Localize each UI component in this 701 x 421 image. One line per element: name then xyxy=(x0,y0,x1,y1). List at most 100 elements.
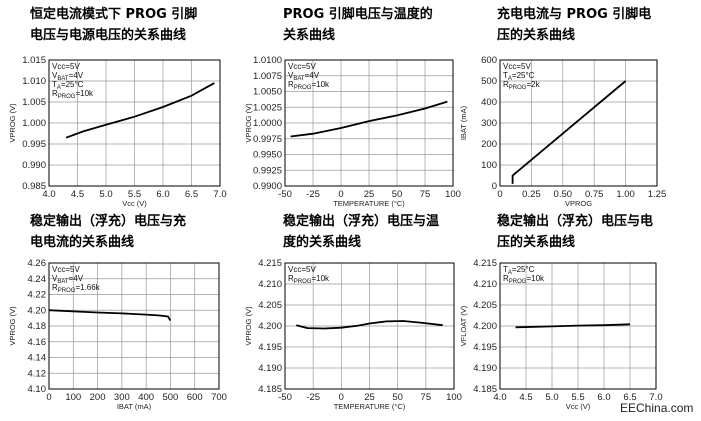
chart-5-x-label: TEMPERATURE (°C) xyxy=(334,402,406,411)
chart-5-x-tick: 75 xyxy=(421,392,432,403)
chart-4-x-tick: 700 xyxy=(211,392,227,403)
chart-6-series-line xyxy=(515,323,631,329)
chart-5-y-label: VPROG (V) xyxy=(244,306,253,346)
chart-2-x-tick: -50 xyxy=(278,189,292,200)
chart-5-x-tick: -25 xyxy=(306,392,320,403)
chart-6-y-tick: 4.205 xyxy=(473,300,497,311)
chart-4-x-label: IBAT (mA) xyxy=(117,402,152,411)
chart-2-frame xyxy=(284,59,454,187)
chart-6-x-tick: 6.5 xyxy=(623,392,636,403)
chart-5: -50 -25 0 25 50 75 100 4.185 4.190 4.195 4.200 4.20… xyxy=(244,258,462,411)
chart-4-x-tick: 500 xyxy=(162,392,178,403)
chart-6-annotation: TA=25°C xyxy=(503,265,535,276)
chart-2-y-tick: 1.0075 xyxy=(253,71,282,82)
caption-6-line-1: 稳定输出（浮充）电压与电 xyxy=(497,214,654,229)
caption-6: 稳定输出（浮充）电压与电 压的关系曲线 xyxy=(497,211,653,253)
chart-4-y-label: VPROG (V) xyxy=(8,306,17,346)
chart-6-x-label: Vcc (V) xyxy=(566,402,591,411)
chart-3-annotation: RPROG=2k xyxy=(503,80,541,91)
chart-4-y-tick: 4.20 xyxy=(28,305,47,316)
chart-4-x-tick: 300 xyxy=(114,392,130,403)
chart-4-x-tick: 400 xyxy=(138,392,154,403)
chart-2-x-tick: 50 xyxy=(392,189,403,200)
chart-1-annotation: RPROG=10k xyxy=(52,89,94,100)
chart-5-y-tick: 4.215 xyxy=(258,258,282,269)
chart-4: 0 100 200 300 400 500 600 700 4.10 4.12 4.14 4.16 4.… xyxy=(8,258,227,411)
chart-2-series-line xyxy=(290,100,448,138)
chart-1-annotation: Vcc=5V xyxy=(52,62,80,71)
chart-2-y-tick: 0.9925 xyxy=(253,165,282,176)
caption-1-line-1: 恒定电流模式下 PROG 引脚 xyxy=(30,7,198,22)
chart-3-y-tick: 100 xyxy=(481,160,497,171)
chart-3-x-tick: 0.25 xyxy=(522,189,541,200)
chart-1-x-tick: 4.0 xyxy=(42,189,55,200)
chart-1-annotation: VBAT=4V xyxy=(52,71,84,82)
caption-1-line-2: 电压与电源电压的关系曲线 xyxy=(30,28,187,43)
chart-2-x-tick: 0 xyxy=(338,189,343,200)
caption-4-line-1: 稳定输出（浮充）电压与充 xyxy=(30,214,187,229)
chart-2-y-tick: 1.0050 xyxy=(253,87,282,98)
chart-2-y-tick: 0.9950 xyxy=(253,150,282,161)
chart-5-x-tick: 25 xyxy=(364,392,375,403)
chart-4-annotation: RPROG=1.66k xyxy=(52,283,101,294)
chart-1-y-tick: 0.990 xyxy=(22,160,46,171)
chart-2-y-label: VPROG (V) xyxy=(244,103,253,143)
chart-5-y-tick: 4.200 xyxy=(258,321,282,332)
chart-6-y-label: VFLOAT (V) xyxy=(459,305,468,346)
caption-3-line-1: 充电电流与 PROG 引脚电 xyxy=(497,7,652,22)
chart-2-annotation: VBAT=4V xyxy=(288,71,320,82)
chart-3-series-line xyxy=(511,80,627,184)
chart-6-x-tick: 7.0 xyxy=(649,392,662,403)
chart-6-annotation: RPROG=10k xyxy=(503,274,545,285)
chart-6-y-tick: 4.190 xyxy=(473,363,497,374)
chart-5-y-tick: 4.195 xyxy=(258,342,282,353)
chart-5-y-tick: 4.210 xyxy=(258,279,282,290)
chart-2-y-tick: 0.9900 xyxy=(253,181,282,192)
chart-5-series-line xyxy=(296,320,443,330)
chart-2-x-label: TEMPERATURE (°C) xyxy=(333,199,405,208)
chart-3-y-tick: 600 xyxy=(481,55,497,66)
chart-4-y-tick: 4.14 xyxy=(28,353,47,364)
chart-5-annotation: RPROG=10k xyxy=(288,274,330,285)
chart-4-annotation: VBAT=4V xyxy=(52,274,84,285)
caption-3-line-2: 压的关系曲线 xyxy=(497,28,576,43)
caption-4-line-2: 电电流的关系曲线 xyxy=(30,235,135,250)
caption-5: 稳定输出（浮充）电压与温 度的关系曲线 xyxy=(283,211,439,253)
chart-6: 4.0 4.5 5.0 5.5 6.0 6.5 7.0 4.185 4.190 4.195 4.20… xyxy=(459,258,663,411)
chart-3-annotation: TA=25°C xyxy=(503,71,535,82)
chart-4-y-tick: 4.16 xyxy=(28,337,47,348)
chart-3-x-tick: 0.75 xyxy=(585,189,604,200)
chart-4-annotation: Vcc=5V xyxy=(52,265,80,274)
caption-5-line-1: 稳定输出（浮充）电压与温 xyxy=(283,214,440,229)
chart-3-x-tick: 0 xyxy=(497,189,502,200)
chart-2-y-tick: 0.9975 xyxy=(253,134,282,145)
chart-3-x-tick: 0.50 xyxy=(554,189,573,200)
chart-4-y-tick: 4.22 xyxy=(28,290,47,301)
chart-4-y-tick: 4.18 xyxy=(28,321,47,332)
chart-5-x-tick: 0 xyxy=(339,392,344,403)
chart-1: 4.0 4.5 5.0 5.5 6.0 6.5 7.0 0.985 0.990 0.995 1.00… xyxy=(8,55,227,208)
chart-1-x-tick: 5.0 xyxy=(99,189,112,200)
chart-5-y-tick: 4.205 xyxy=(258,300,282,311)
chart-5-x-tick: 50 xyxy=(392,392,403,403)
chart-2: -50 -25 0 25 50 75 100 0.9900 0.9925 0.9950 0.9975… xyxy=(244,55,461,208)
caption-2-line-1: PROG 引脚电压与温度的 xyxy=(283,7,433,22)
chart-1-frame xyxy=(48,59,221,187)
chart-3-frame xyxy=(499,59,658,187)
chart-1-x-label: Vcc (V) xyxy=(122,199,147,208)
chart-1-x-tick: 5.5 xyxy=(128,189,141,200)
chart-6-frame xyxy=(499,262,657,390)
chart-6-x-tick: 6.0 xyxy=(597,392,610,403)
chart-6-x-tick: 4.5 xyxy=(519,392,532,403)
watermark-text: EEChina.com xyxy=(620,401,694,415)
chart-1-x-tick: 6.0 xyxy=(156,189,169,200)
chart-1-y-tick: 1.015 xyxy=(22,55,46,66)
chart-5-annotation: Vcc=5V xyxy=(288,265,316,274)
chart-4-x-tick: 600 xyxy=(187,392,203,403)
chart-6-x-tick: 5.5 xyxy=(571,392,584,403)
chart-5-frame xyxy=(284,262,455,390)
chart-1-y-tick: 1.010 xyxy=(22,76,46,87)
chart-1-x-tick: 4.5 xyxy=(71,189,84,200)
chart-1-y-tick: 0.995 xyxy=(22,139,46,150)
